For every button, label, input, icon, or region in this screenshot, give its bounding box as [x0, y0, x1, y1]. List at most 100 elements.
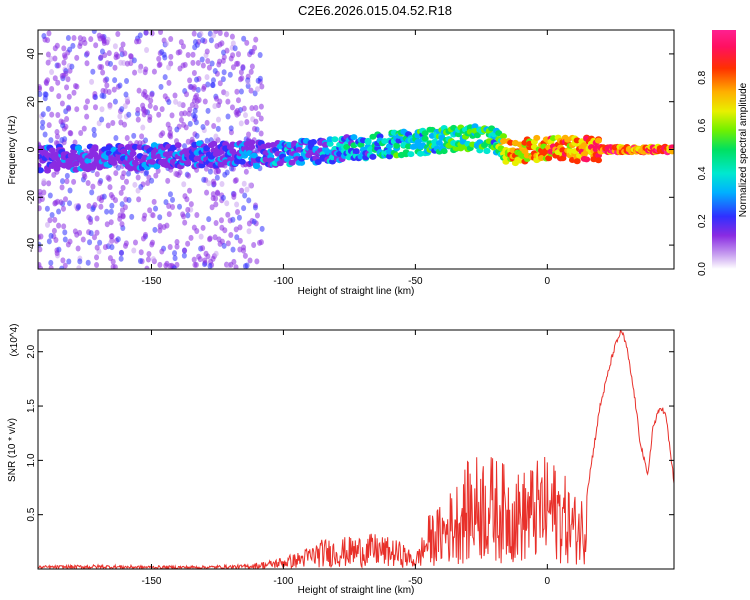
spectrogram-noise-cell: [118, 46, 124, 53]
spectrogram-noise-cell: [97, 239, 103, 246]
spectrogram-noise-cell: [101, 193, 107, 200]
spectrogram-noise-cell: [93, 42, 99, 49]
spectrogram-noise-cell: [105, 174, 111, 181]
spectrogram-noise-cell: [69, 63, 75, 70]
spectrogram-noise-cell: [241, 180, 247, 187]
spectrogram-noise-cell: [210, 191, 216, 198]
spectrogram-noise-cell: [41, 178, 47, 185]
spectrogram-noise-cell: [241, 35, 247, 42]
spectrogram-noise-cell: [47, 192, 53, 199]
spectrogram-noise-cell: [67, 187, 73, 194]
spectrogram-noise-cell: [135, 106, 141, 113]
spectrogram-noise-cell: [162, 54, 168, 61]
spectrogram-noise-cell: [173, 98, 179, 105]
spectrogram-noise-cell: [104, 82, 110, 89]
spectrogram-noise-cell: [86, 214, 92, 221]
spectrogram-noise-cell: [166, 98, 172, 105]
spectrogram-noise-cell: [252, 204, 258, 211]
spectrogram-noise-cell: [103, 88, 109, 95]
spectrogram-noise-cell: [97, 179, 103, 186]
spectrogram-noise-cell: [225, 240, 231, 247]
spectrogram-noise-cell: [145, 180, 151, 187]
spectrogram-noise-cell: [118, 255, 124, 262]
spectrogram-noise-cell: [180, 62, 186, 69]
spectrogram-noise-cell: [230, 246, 236, 253]
spectrogram-noise-cell: [201, 83, 207, 90]
spectrogram-noise-cell: [186, 110, 192, 117]
spectrogram-ridge-cell: [471, 123, 479, 130]
spectrogram-noise-cell: [158, 30, 164, 36]
spectrogram-noise-cell: [233, 226, 239, 233]
spectrogram-noise-cell: [185, 138, 191, 145]
spectrogram-ridge-cell: [331, 136, 339, 143]
spectrogram-ridge-cell: [440, 148, 448, 155]
spectrogram-noise-cell: [190, 51, 196, 58]
spectrogram-noise-cell: [218, 217, 224, 224]
spectrogram-noise-cell: [145, 256, 151, 263]
spectrogram-noise-cell: [90, 183, 96, 190]
spectrogram-noise-cell: [124, 78, 130, 85]
spectrogram-noise-cell: [51, 227, 57, 234]
spectrogram-noise-cell: [152, 226, 158, 233]
spectrogram-noise-cell: [94, 171, 100, 178]
spectrogram-noise-cell: [241, 244, 247, 251]
spectrogram-noise-cell: [230, 52, 236, 59]
spectrogram-noise-cell: [163, 40, 169, 47]
spectrogram-noise-cell: [184, 196, 190, 203]
spectrogram-noise-cell: [94, 262, 100, 269]
spectrogram-noise-cell: [129, 213, 135, 220]
spectrogram-ridge-cell: [238, 158, 246, 165]
spectrogram-noise-cell: [221, 69, 227, 76]
spectrogram-noise-cell: [250, 48, 256, 55]
spectrogram-noise-cell: [253, 104, 259, 111]
spectrogram-noise-cell: [181, 213, 187, 220]
spectrogram-noise-cell: [87, 239, 93, 246]
spectrogram-noise-cell: [209, 60, 215, 67]
spectrogram-noise-cell: [164, 222, 170, 229]
spectrogram-noise-cell: [66, 105, 72, 112]
spectrogram-noise-cell: [38, 84, 42, 91]
spectrogram-noise-cell: [138, 249, 144, 256]
spectrogram-noise-cell: [246, 228, 252, 235]
y-tick-label: 0: [26, 146, 37, 152]
spectrogram-noise-cell: [167, 125, 173, 132]
spectrogram-noise-cell: [102, 244, 108, 251]
spectrogram-noise-cell: [204, 119, 210, 126]
spectrogram-noise-cell: [137, 258, 143, 265]
spectrogram-noise-cell: [247, 182, 253, 189]
spectrogram-ridge-cell: [184, 159, 192, 166]
spectrogram-noise-cell: [149, 30, 155, 37]
spectrogram-noise-cell: [38, 205, 42, 212]
spectrogram-noise-cell: [215, 116, 221, 123]
spectrogram-noise-cell: [202, 98, 208, 105]
spectrogram-noise-cell: [204, 137, 210, 144]
spectrogram-noise-cell: [207, 236, 213, 243]
spectrogram-noise-cell: [55, 198, 61, 205]
spectrogram-noise-cell: [246, 131, 252, 138]
spectrogram-noise-cell: [136, 87, 142, 94]
spectrogram-noise-cell: [122, 103, 128, 110]
spectrogram-noise-cell: [177, 48, 183, 55]
spectrogram-noise-cell: [251, 125, 257, 132]
spectrogram-noise-cell: [56, 208, 62, 215]
spectrogram-noise-cell: [60, 178, 66, 185]
spectrogram-noise-cell: [204, 189, 210, 196]
spectrogram-noise-cell: [39, 124, 45, 131]
spectrogram-noise-cell: [135, 187, 141, 194]
spectrogram-noise-cell: [59, 100, 65, 107]
spectrogram-noise-cell: [136, 196, 142, 203]
spectrogram-noise-cell: [178, 39, 184, 46]
spectrogram-noise-cell: [135, 116, 141, 123]
spectrogram-noise-cell: [184, 91, 190, 98]
spectrogram-noise-cell: [259, 83, 265, 90]
spectrogram-ridge-cell: [573, 158, 581, 165]
spectrogram-noise-cell: [59, 137, 65, 144]
spectrogram-noise-cell: [234, 201, 240, 208]
spectrogram-noise-cell: [192, 107, 198, 114]
spectrogram-noise-cell: [42, 131, 48, 138]
x-tick-label: -150: [141, 576, 161, 587]
spectrogram-noise-cell: [117, 113, 123, 120]
spectrogram-noise-cell: [235, 97, 241, 104]
spectrogram-noise-cell: [91, 131, 97, 138]
spectrogram-noise-cell: [85, 180, 91, 187]
